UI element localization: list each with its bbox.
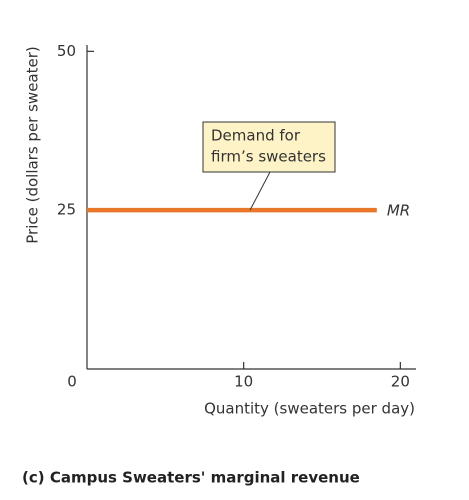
y-tick-label: 25 [57,201,76,219]
annotation-box [202,121,336,173]
origin-label: 0 [67,373,77,391]
series-label: MR [387,202,410,220]
x-tick-label: 20 [391,373,410,391]
x-axis-label: Quantity (sweaters per day) [204,400,415,418]
caption: (c) Campus Sweaters' marginal revenue [22,469,360,487]
y-tick-label: 50 [57,42,76,60]
annotation-leader [249,171,271,211]
x-tick-label: 10 [234,373,253,391]
annotation-text: Demand for [211,127,301,145]
annotation-text: firm’s sweaters [211,148,326,166]
y-axis-label: Price (dollars per sweater) [24,46,42,244]
